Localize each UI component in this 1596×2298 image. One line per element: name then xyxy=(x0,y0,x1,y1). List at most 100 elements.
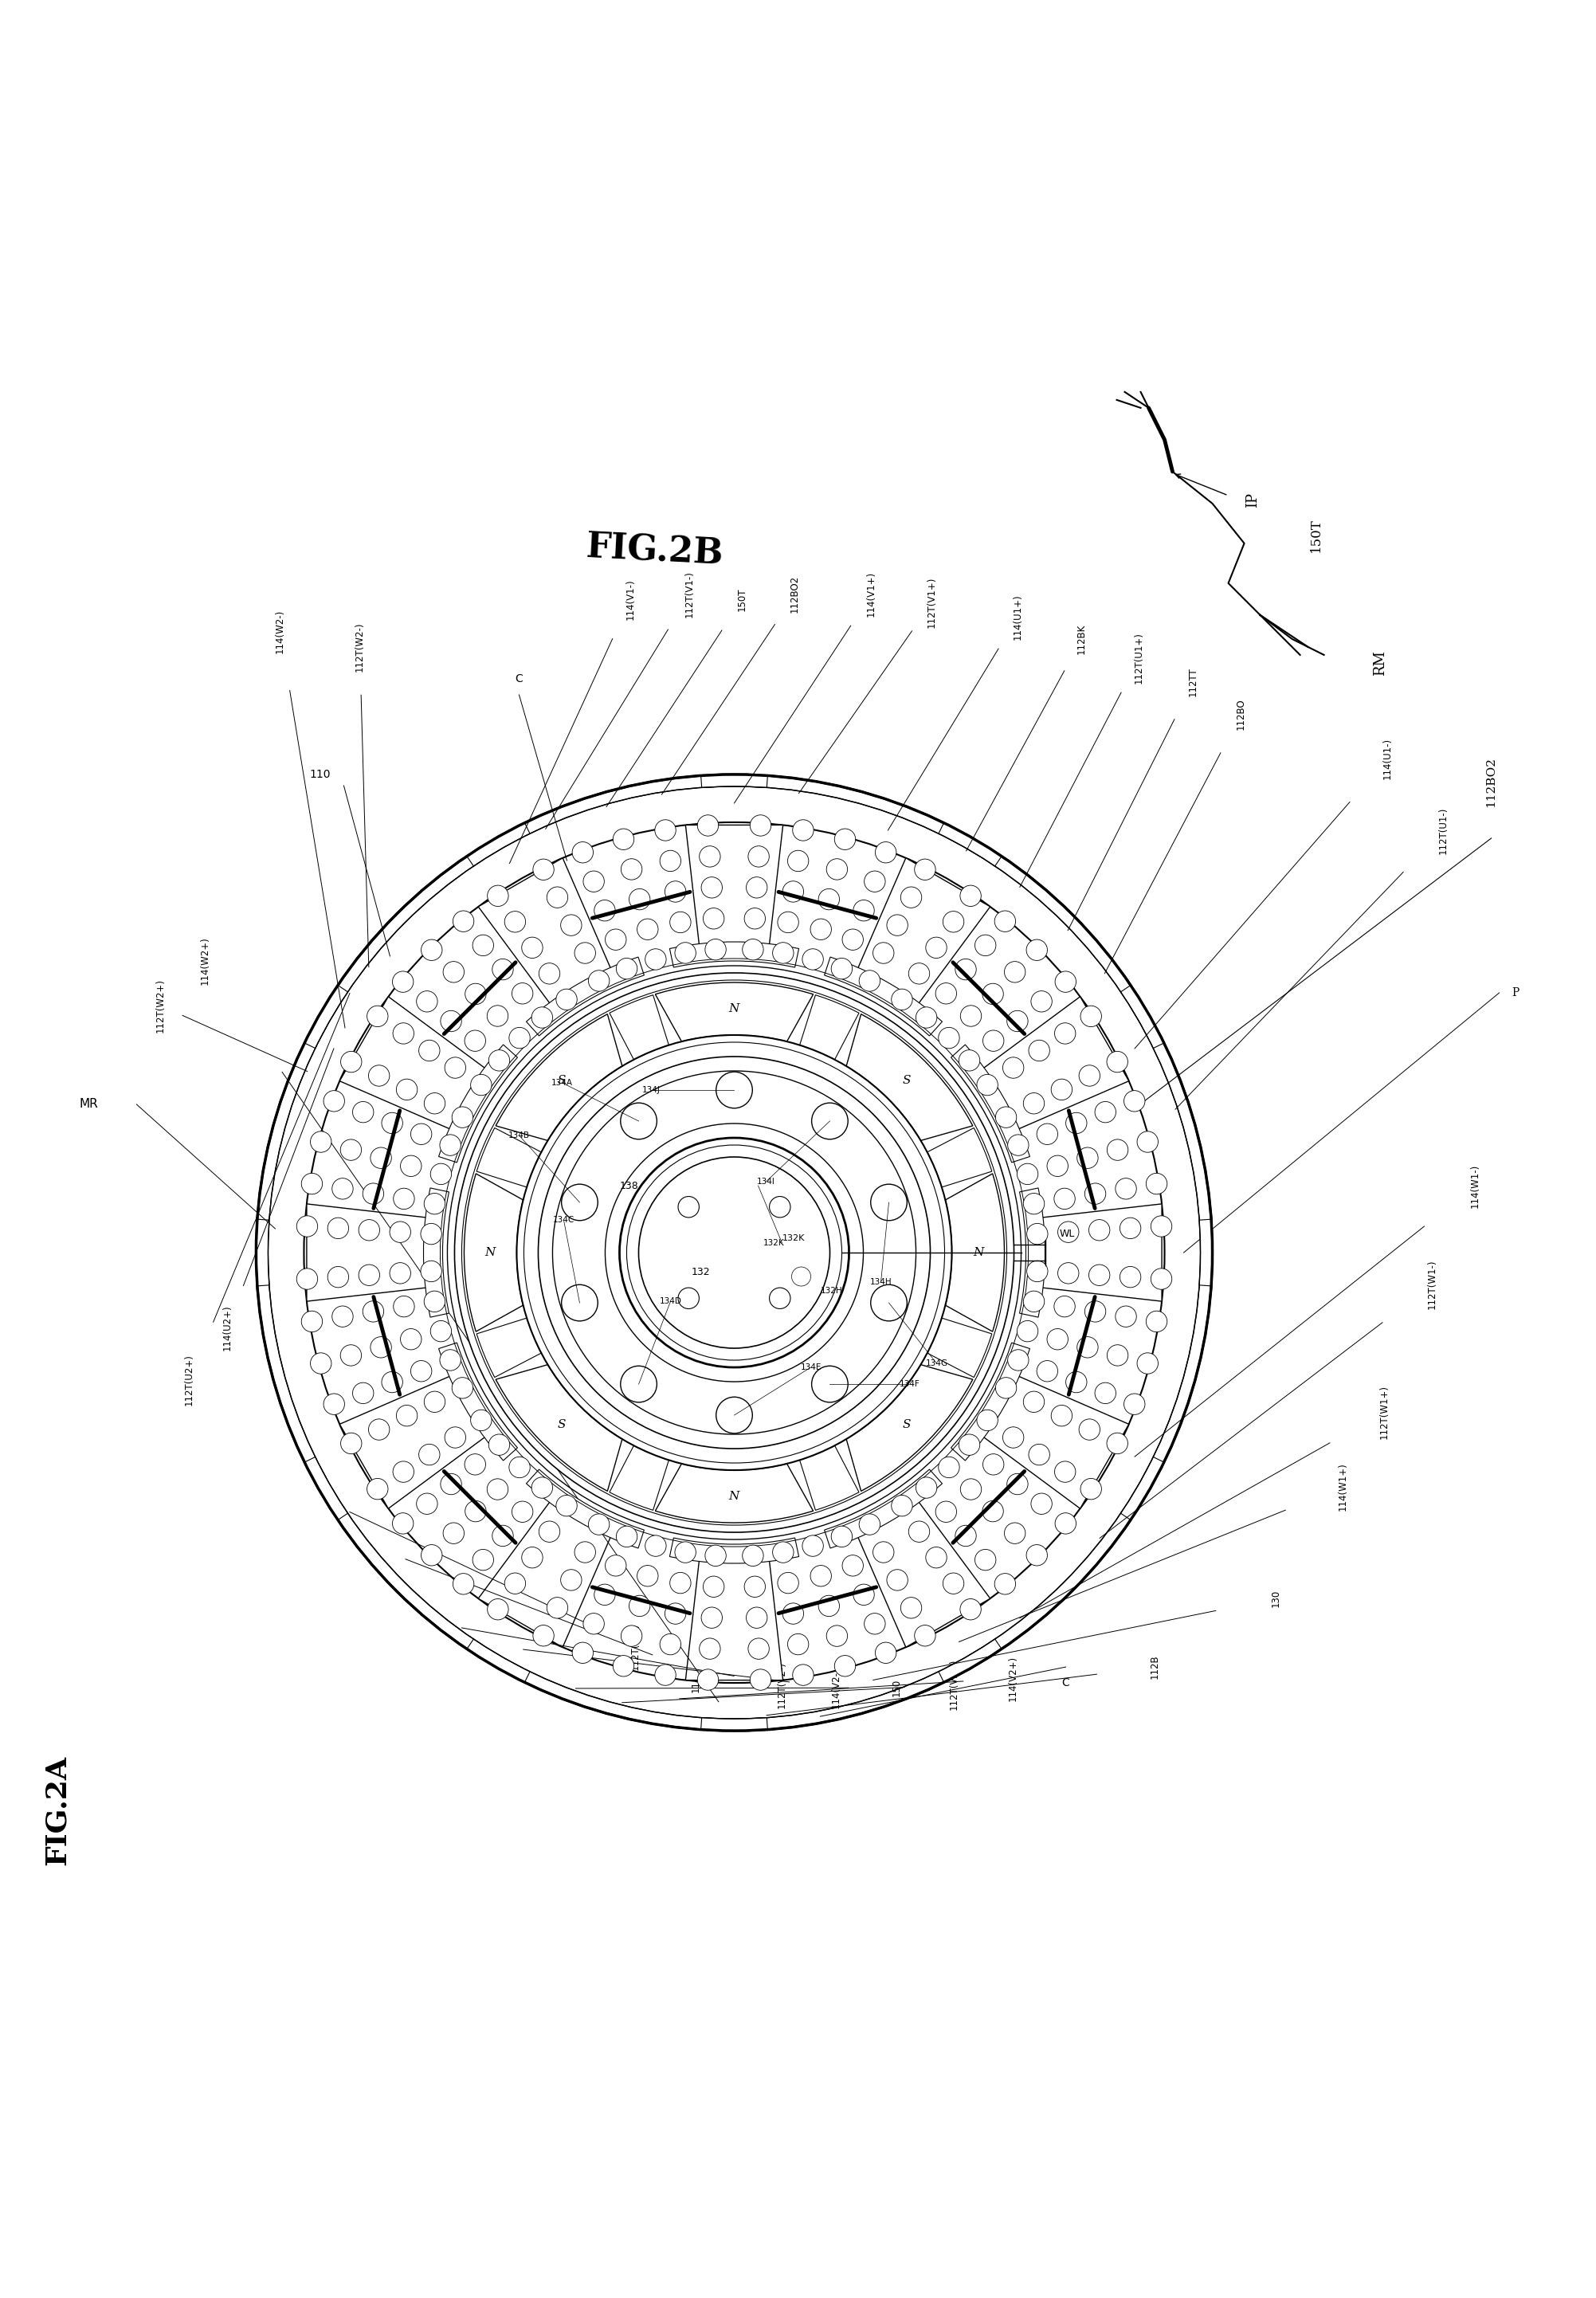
Circle shape xyxy=(464,1455,485,1475)
Polygon shape xyxy=(1020,1188,1045,1317)
Polygon shape xyxy=(423,1188,448,1317)
Circle shape xyxy=(859,1514,879,1535)
Text: 112BK: 112BK xyxy=(1077,623,1087,655)
Circle shape xyxy=(417,1494,437,1514)
Circle shape xyxy=(926,938,946,958)
Circle shape xyxy=(747,878,768,899)
Circle shape xyxy=(819,1595,839,1615)
Circle shape xyxy=(464,984,487,1004)
Circle shape xyxy=(324,1092,345,1112)
Circle shape xyxy=(472,935,493,956)
Text: FIG.2B: FIG.2B xyxy=(584,531,725,572)
Circle shape xyxy=(555,988,578,1011)
Circle shape xyxy=(793,1664,814,1684)
Circle shape xyxy=(654,1664,675,1684)
Circle shape xyxy=(871,1285,907,1321)
Circle shape xyxy=(369,1418,389,1441)
Text: 134E: 134E xyxy=(800,1363,822,1372)
Circle shape xyxy=(547,887,568,908)
Circle shape xyxy=(1004,961,1025,984)
Circle shape xyxy=(717,1071,752,1108)
Polygon shape xyxy=(477,1128,541,1188)
Circle shape xyxy=(492,958,514,979)
Circle shape xyxy=(539,1521,560,1542)
Circle shape xyxy=(418,1041,440,1062)
Circle shape xyxy=(605,1124,863,1381)
Circle shape xyxy=(367,1007,388,1027)
Circle shape xyxy=(431,1321,452,1342)
Circle shape xyxy=(1055,1512,1076,1535)
Circle shape xyxy=(421,1223,442,1246)
Circle shape xyxy=(678,1197,699,1218)
Polygon shape xyxy=(701,1717,768,1730)
Circle shape xyxy=(531,1478,552,1498)
Circle shape xyxy=(812,1365,847,1402)
Circle shape xyxy=(410,1360,433,1381)
Circle shape xyxy=(504,912,525,933)
Circle shape xyxy=(1079,1066,1100,1087)
Circle shape xyxy=(892,988,913,1011)
Circle shape xyxy=(1106,1434,1128,1455)
Polygon shape xyxy=(255,1220,270,1287)
Circle shape xyxy=(621,1365,658,1402)
Text: 112BO2: 112BO2 xyxy=(790,574,800,614)
Text: 112T(V2+): 112T(V2+) xyxy=(950,1659,959,1710)
Text: 132: 132 xyxy=(691,1266,710,1278)
Circle shape xyxy=(589,1514,610,1535)
Circle shape xyxy=(445,1057,466,1078)
Circle shape xyxy=(787,1634,809,1655)
Circle shape xyxy=(772,1542,793,1563)
Circle shape xyxy=(742,1544,763,1567)
Circle shape xyxy=(744,908,766,928)
Circle shape xyxy=(560,915,581,935)
Circle shape xyxy=(472,1549,493,1570)
Circle shape xyxy=(487,1007,508,1027)
Circle shape xyxy=(629,889,650,910)
Circle shape xyxy=(425,1390,445,1413)
Circle shape xyxy=(1052,1404,1073,1427)
Circle shape xyxy=(1023,1390,1044,1413)
Circle shape xyxy=(996,1108,1017,1128)
Polygon shape xyxy=(951,1342,1029,1462)
Circle shape xyxy=(464,1030,485,1050)
Circle shape xyxy=(819,889,839,910)
Circle shape xyxy=(538,1057,930,1448)
Circle shape xyxy=(699,1638,720,1659)
Polygon shape xyxy=(701,774,768,788)
Circle shape xyxy=(547,1597,568,1618)
Polygon shape xyxy=(686,825,784,954)
Circle shape xyxy=(977,1075,998,1096)
Text: S: S xyxy=(557,1420,567,1432)
Circle shape xyxy=(1004,1524,1025,1544)
Circle shape xyxy=(522,1547,543,1567)
Circle shape xyxy=(410,1124,433,1144)
Circle shape xyxy=(908,963,929,984)
Text: 134C: 134C xyxy=(552,1216,575,1225)
Circle shape xyxy=(1146,1174,1167,1195)
Circle shape xyxy=(983,1030,1004,1050)
Circle shape xyxy=(613,830,634,850)
Circle shape xyxy=(393,1462,413,1482)
Circle shape xyxy=(1017,1163,1037,1183)
Polygon shape xyxy=(527,956,645,1036)
Circle shape xyxy=(1037,1124,1058,1144)
Text: 114(V1-): 114(V1-) xyxy=(626,579,635,620)
Circle shape xyxy=(1055,1023,1076,1043)
Circle shape xyxy=(605,1556,626,1576)
Circle shape xyxy=(1080,1007,1101,1027)
Circle shape xyxy=(750,816,771,836)
Text: 112T(W1-): 112T(W1-) xyxy=(1427,1259,1438,1310)
Circle shape xyxy=(975,935,996,956)
Circle shape xyxy=(704,908,725,928)
Text: 132K: 132K xyxy=(782,1234,804,1243)
Circle shape xyxy=(812,1103,847,1140)
Text: S: S xyxy=(557,1075,567,1085)
Circle shape xyxy=(645,949,666,970)
Text: 132H: 132H xyxy=(820,1287,843,1294)
Circle shape xyxy=(619,1138,849,1367)
Circle shape xyxy=(959,1434,980,1455)
Polygon shape xyxy=(800,995,859,1059)
Circle shape xyxy=(1002,1057,1023,1078)
Circle shape xyxy=(1120,1218,1141,1239)
Circle shape xyxy=(327,1266,348,1287)
